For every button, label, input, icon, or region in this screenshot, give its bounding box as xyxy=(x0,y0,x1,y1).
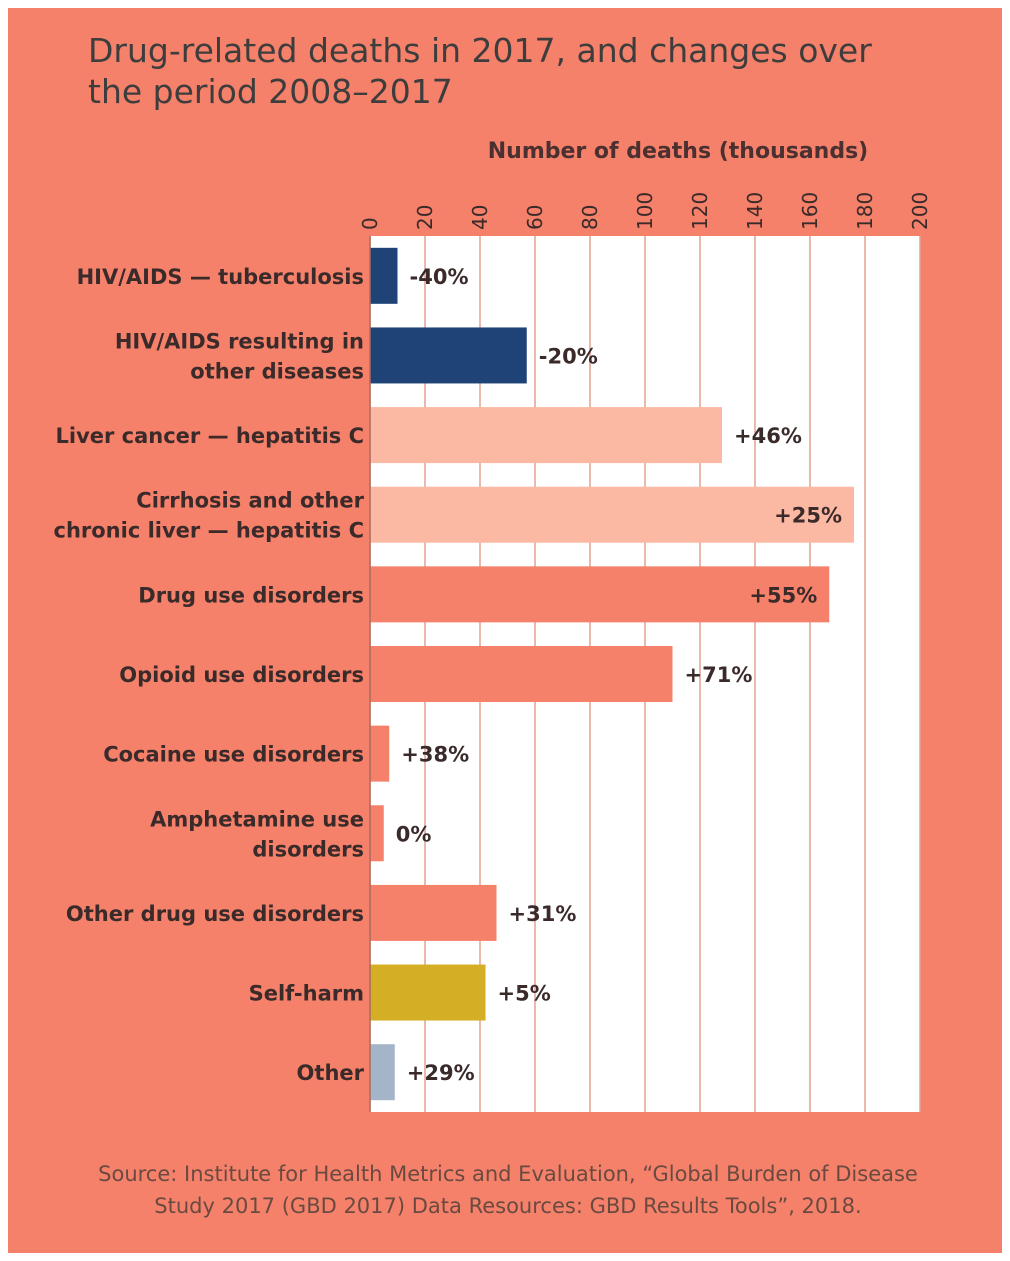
category-label: Opioid use disorders xyxy=(119,663,364,687)
category-label: disorders xyxy=(252,837,364,861)
bar xyxy=(370,964,486,1021)
category-label: Drug use disorders xyxy=(138,583,364,607)
bar xyxy=(370,884,497,941)
category-label: Amphetamine use xyxy=(150,807,364,831)
category-label: Self-harm xyxy=(249,982,364,1006)
x-tick-label: 200 xyxy=(908,192,932,230)
x-axis-label: Number of deaths (thousands) xyxy=(488,139,868,164)
bar xyxy=(370,805,384,862)
category-label: Liver cancer — hepatitis C xyxy=(55,424,364,448)
bar xyxy=(370,646,673,702)
source-note: Source: Institute for Health Metrics and… xyxy=(98,1162,918,1218)
change-label: -20% xyxy=(539,344,598,368)
change-label: +55% xyxy=(749,583,817,607)
x-tick-label: 180 xyxy=(853,192,877,230)
change-label: +46% xyxy=(734,424,802,448)
bar xyxy=(370,407,722,464)
change-label: +71% xyxy=(685,663,753,687)
x-tick-label: 0 xyxy=(358,217,382,230)
change-label: +25% xyxy=(774,504,842,528)
x-tick-label: 80 xyxy=(578,205,602,230)
change-label: +5% xyxy=(498,982,551,1006)
x-tick-label: 160 xyxy=(798,192,822,230)
category-label: chronic liver — hepatitis C xyxy=(54,519,365,543)
chart-title: Drug-related deaths in 2017, and changes… xyxy=(88,31,872,111)
change-label: -40% xyxy=(410,265,469,289)
change-label: +38% xyxy=(401,743,469,767)
x-tick-label: 40 xyxy=(468,205,492,230)
bar xyxy=(370,247,398,304)
category-label: Cocaine use disorders xyxy=(103,743,364,767)
bar xyxy=(370,1044,395,1101)
x-tick-label: 140 xyxy=(743,192,767,230)
bar xyxy=(370,327,527,384)
change-label: +29% xyxy=(407,1061,475,1085)
bar-chart: Number of deaths (thousands) 0 20 40 60 80 100… xyxy=(54,139,932,1112)
bar xyxy=(370,566,830,623)
change-label: +31% xyxy=(509,902,577,926)
x-tick-label: 20 xyxy=(413,205,437,230)
x-tick-label: 120 xyxy=(688,192,712,230)
category-label: Other xyxy=(297,1061,365,1085)
category-label: HIV/AIDS resulting in xyxy=(115,329,364,353)
category-label: Cirrhosis and other xyxy=(136,489,364,513)
x-tick-label: 100 xyxy=(633,192,657,230)
bar xyxy=(370,486,854,543)
category-label: other diseases xyxy=(190,359,364,383)
category-label: Other drug use disorders xyxy=(66,902,364,926)
category-label: HIV/AIDS — tuberculosis xyxy=(77,265,364,289)
bar xyxy=(370,725,390,782)
change-label: 0% xyxy=(396,822,432,846)
chart-panel: Drug-related deaths in 2017, and changes… xyxy=(8,8,1002,1253)
x-tick-label: 60 xyxy=(523,205,547,230)
